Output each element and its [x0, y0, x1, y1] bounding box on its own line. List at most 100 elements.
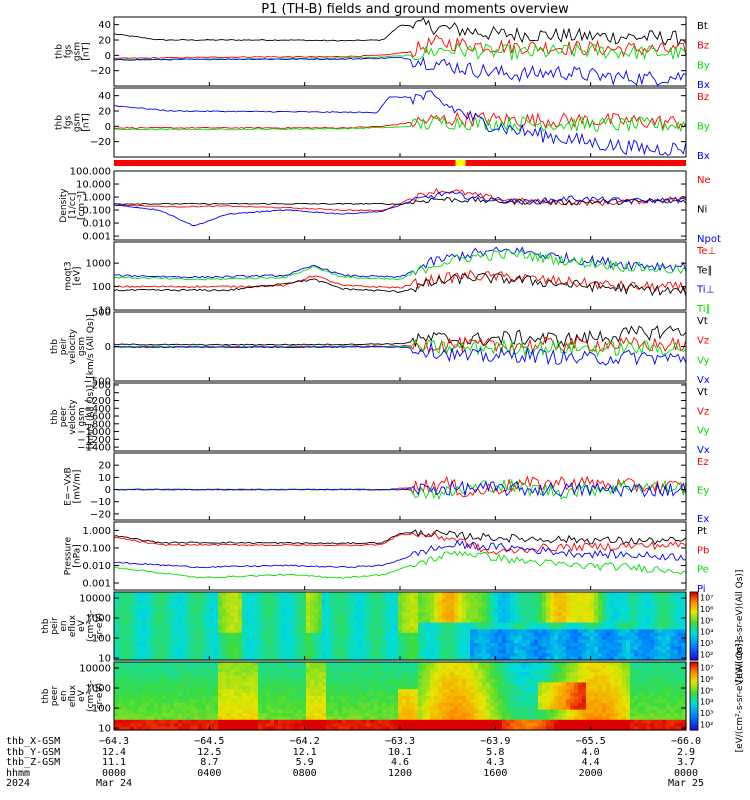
spectrogram-cell	[238, 632, 243, 637]
spectrogram-cell	[570, 598, 575, 603]
y-axis-label-line: [cm⁻³]	[77, 191, 87, 220]
spectrogram-cell	[202, 592, 207, 596]
spectrogram-cell	[446, 682, 451, 687]
spectrogram-cell	[290, 592, 295, 596]
spectrogram-cell	[654, 649, 659, 654]
spectrogram-cell	[234, 685, 239, 690]
spectrogram-cell	[466, 626, 471, 630]
spectrogram-cell	[190, 605, 195, 610]
spectrogram-cell	[214, 656, 219, 661]
spectrogram-cell	[134, 702, 139, 707]
spectrogram-cell	[514, 626, 519, 630]
spectrogram-cell	[246, 646, 251, 651]
spectrogram-cell	[286, 679, 291, 683]
spectrogram-cell	[198, 675, 203, 680]
spectrogram-cell	[394, 619, 399, 624]
spectrogram-cell	[294, 595, 299, 600]
spectrogram-cell	[142, 619, 147, 624]
spectrogram-cell	[462, 682, 467, 687]
spectrogram-cell	[426, 609, 431, 613]
spectrogram-cell	[634, 598, 639, 603]
spectrogram-cell	[374, 632, 379, 637]
spectrogram-cell	[526, 656, 531, 661]
spectrogram-cell	[402, 689, 407, 694]
spectrogram-cell	[642, 656, 647, 661]
spectrogram-cell	[646, 619, 651, 624]
spectrogram-cell	[226, 713, 231, 717]
spectrogram-cell	[514, 622, 519, 627]
spectrogram-cell	[518, 615, 523, 620]
spectrogram-cell	[230, 692, 235, 697]
spectrogram-cell	[370, 649, 375, 654]
spectrogram-cell	[450, 605, 455, 610]
spectrogram-cell	[230, 662, 235, 666]
spectrogram-cell	[406, 662, 411, 666]
spectrogram-cell	[382, 595, 387, 600]
spectrogram-cell	[226, 629, 231, 634]
spectrogram-cell	[378, 692, 383, 697]
spectrogram-cell	[254, 689, 259, 694]
spectrogram-cell	[666, 598, 671, 603]
spectrogram-cell	[446, 602, 451, 607]
spectrogram-cell	[634, 626, 639, 630]
spectrogram-cell	[370, 643, 375, 647]
spectrogram-cell	[306, 685, 311, 690]
spectrogram-cell	[238, 702, 243, 707]
spectrogram-cell	[234, 675, 239, 680]
spectrogram-cell	[334, 592, 339, 596]
spectrogram-cell	[678, 653, 683, 658]
spectrogram-cell	[334, 679, 339, 683]
spectrogram-cell	[178, 672, 183, 677]
spectrogram-cell	[282, 609, 287, 613]
spectrogram-cell	[234, 665, 239, 670]
spectrogram-cell	[306, 726, 311, 731]
spectrogram-cell	[142, 662, 147, 666]
spectrogram-cell	[662, 629, 667, 634]
spectrogram-cell	[390, 682, 395, 687]
spectrogram-cell	[386, 612, 391, 617]
spectrogram-cell	[366, 656, 371, 661]
spectrogram-cell	[462, 602, 467, 607]
spectrogram-cell	[118, 672, 123, 677]
spectrogram-cell	[326, 622, 331, 627]
spectrogram-cell	[142, 665, 147, 670]
spectrogram-cell	[186, 602, 191, 607]
spectrogram-cell	[462, 615, 467, 620]
spectrogram-cell	[478, 605, 483, 610]
spectrogram-cell	[406, 629, 411, 634]
spectrogram-cell	[446, 679, 451, 683]
legend-Bz: Bz	[697, 92, 709, 103]
spectrogram-cell	[382, 682, 387, 687]
spectrogram-cell	[250, 696, 255, 700]
spectrogram-cell	[426, 619, 431, 624]
spectrogram-cell	[506, 605, 511, 610]
spectrogram-cell	[334, 626, 339, 630]
spectrogram-cell	[434, 598, 439, 603]
spectrogram-cell	[382, 689, 387, 694]
spectrogram-cell	[202, 685, 207, 690]
spectrogram-cell	[238, 719, 243, 724]
spectrogram-cell	[474, 598, 479, 603]
spectrogram-cell	[470, 665, 475, 670]
spectrogram-cell	[666, 626, 671, 630]
spectrogram-cell	[254, 653, 259, 658]
spectrogram-cell	[458, 626, 463, 630]
spectrogram-cell	[390, 709, 395, 714]
spectrogram-cell	[342, 605, 347, 610]
spectrogram-cell	[154, 716, 159, 721]
spectrogram-cell	[398, 685, 403, 690]
spectrogram-cell	[238, 696, 243, 700]
spectrogram-cell	[274, 615, 279, 620]
spectrogram-cell	[242, 682, 247, 687]
spectrogram-cell	[482, 598, 487, 603]
spectrogram-cell	[614, 636, 619, 641]
spectrogram-cell	[182, 615, 187, 620]
spectrogram-cell	[526, 605, 531, 610]
spectrogram-cell	[306, 598, 311, 603]
spectrogram-cell	[114, 649, 119, 654]
spectrogram-cell	[206, 592, 211, 596]
spectrogram-cell	[206, 626, 211, 630]
spectrogram-cell	[250, 665, 255, 670]
spectrogram-cell	[450, 719, 455, 724]
